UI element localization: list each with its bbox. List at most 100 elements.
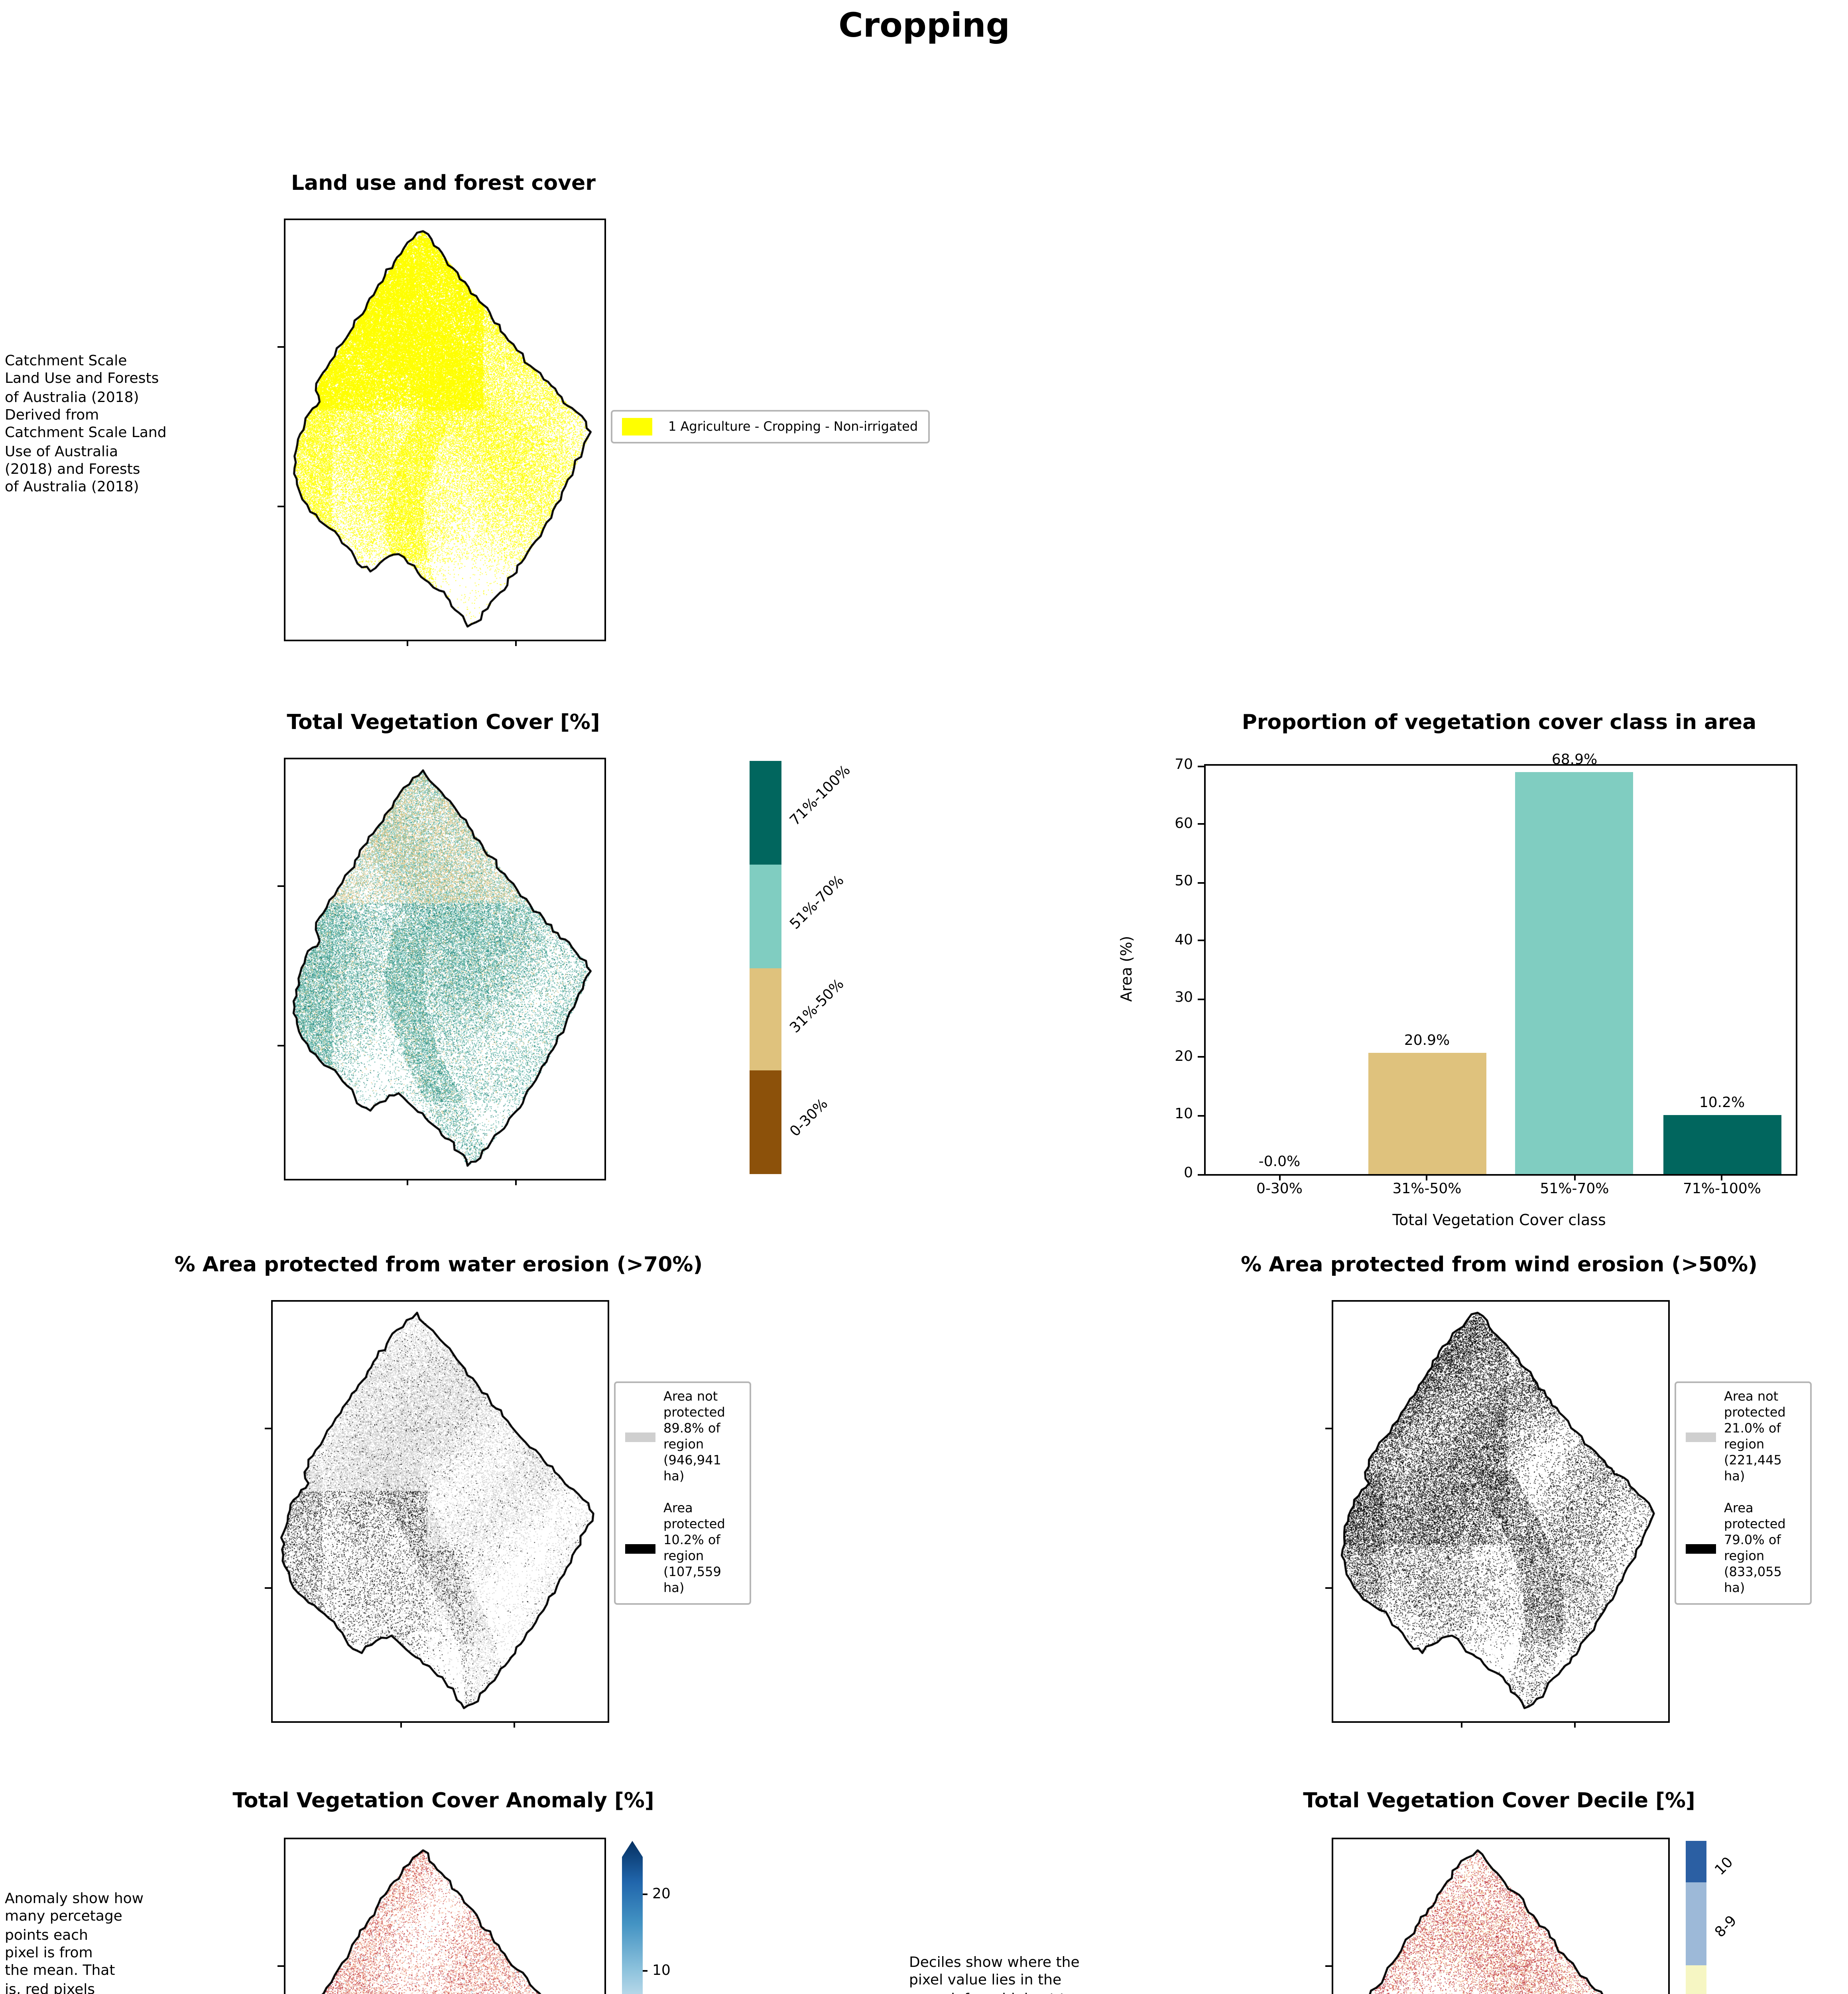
chart-ylabel: Area (%) [1119, 935, 1136, 1001]
legend-label: Area not protected 21.0% of region (221,… [1724, 1389, 1786, 1484]
axis-tick [265, 1587, 271, 1589]
axis-tick [407, 640, 408, 646]
y-tick-mark [1198, 881, 1204, 883]
wind-erosion-map-canvas [1333, 1302, 1668, 1721]
anomaly-map-canvas [285, 1839, 604, 1994]
veg-cover-title: Total Vegetation Cover [%] [287, 711, 600, 735]
colorbar-segment [750, 967, 781, 1071]
y-tick-label: 10 [1175, 1107, 1193, 1124]
decile-title: Total Vegetation Cover Decile [%] [1303, 1790, 1695, 1814]
colorbar-label: 0-30% [788, 1096, 832, 1140]
axis-tick [1460, 1721, 1462, 1728]
wind-erosion-title: % Area protected from wind erosion (>50%… [1241, 1254, 1757, 1278]
water-erosion-legend: Area not protected 89.8% of region (946,… [614, 1381, 751, 1605]
veg-cover-colorbar: 71%-100% 51%-70% 31%-50% 0-30% [750, 761, 854, 1174]
legend-swatch [1686, 1432, 1716, 1442]
x-tick-mark [1574, 1174, 1575, 1180]
x-tick-label: 31%-50% [1392, 1182, 1462, 1198]
y-tick-label: 70 [1175, 758, 1193, 774]
anomaly-map [277, 1838, 606, 1994]
anomaly-title: Total Vegetation Cover Anomaly [%] [232, 1790, 654, 1814]
colorbar-segment [750, 864, 781, 967]
axis-tick [1574, 1721, 1576, 1728]
land-use-map-canvas [285, 220, 604, 640]
axis-tick [265, 1427, 271, 1429]
axis-tick [277, 1044, 284, 1046]
legend-swatch [1686, 1544, 1716, 1554]
y-tick-label: 40 [1175, 932, 1193, 949]
anomaly-colorbar-gradient [622, 1841, 643, 1994]
y-tick-mark [1198, 1173, 1204, 1175]
colorbar-segment [750, 1071, 781, 1174]
x-tick-label: 71%-100% [1683, 1182, 1761, 1198]
colorbar-tick-mark [643, 1894, 647, 1896]
x-tick-mark [1426, 1174, 1428, 1180]
colorbar-segment [1686, 1841, 1706, 1882]
chart-title: Proportion of vegetation cover class in … [1242, 711, 1757, 735]
y-tick-mark [1198, 940, 1204, 942]
axis-tick [277, 505, 284, 507]
legend-swatch [625, 1544, 655, 1554]
land-use-caption: Catchment Scale Land Use and Forests of … [5, 354, 167, 497]
axis-tick [1325, 1965, 1332, 1967]
veg-cover-map-canvas [285, 759, 604, 1179]
x-tick-label: 51%-70% [1540, 1182, 1609, 1198]
legend-swatch [622, 418, 652, 435]
y-tick-label: 30 [1175, 991, 1193, 1007]
legend-item: Area protected 79.0% of region (833,055 … [1686, 1501, 1801, 1597]
decile-colorbar: 108-94-72-31 [1686, 1841, 1741, 1994]
decile-map-canvas [1333, 1839, 1668, 1994]
y-tick-mark [1198, 998, 1204, 1000]
colorbar-tick-label: 10 [652, 1963, 671, 1979]
colorbar-label: 10 [1713, 1855, 1737, 1880]
colorbar-segment [1686, 1964, 1706, 1994]
veg-cover-map [277, 758, 606, 1185]
land-use-legend: 1 Agriculture - Cropping - Non-irrigated [611, 410, 929, 443]
bar [1368, 1052, 1486, 1174]
legend-label: Area protected 10.2% of region (107,559 … [663, 1501, 725, 1595]
decile-map [1325, 1838, 1670, 1994]
legend-item: Area protected 10.2% of region (107,559 … [625, 1501, 740, 1597]
axis-tick [514, 1721, 516, 1728]
land-use-map [277, 219, 606, 646]
water-erosion-map [265, 1300, 609, 1728]
wind-erosion-legend: Area not protected 21.0% of region (221,… [1675, 1381, 1812, 1605]
axis-tick [1325, 1427, 1332, 1429]
y-tick-label: 50 [1175, 874, 1193, 891]
y-tick-label: 60 [1175, 816, 1193, 832]
y-tick-mark [1198, 1056, 1204, 1058]
colorbar-tick-mark [643, 1970, 647, 1972]
bar-chart-plot: 0 10 20 30 40 50 60 70 -0.0% 0-30% 20.9% 31%-50% 68.… [1175, 753, 1797, 1198]
y-tick-label: 0 [1184, 1166, 1193, 1182]
axis-tick [277, 885, 284, 887]
legend-label: Area protected 79.0% of region (833,055 … [1724, 1501, 1786, 1595]
y-tick-mark [1198, 765, 1204, 766]
bar-value-label: 10.2% [1699, 1095, 1745, 1111]
bar [1663, 1114, 1781, 1174]
y-tick-mark [1198, 1115, 1204, 1117]
axis-tick [400, 1721, 402, 1728]
colorbar-label: 71%-100% [788, 763, 854, 830]
colorbar-label: 51%-70% [788, 873, 848, 934]
y-tick-mark [1198, 823, 1204, 825]
axis-tick [277, 1965, 284, 1967]
legend-swatch [625, 1432, 655, 1442]
axis-tick [515, 1179, 517, 1185]
water-erosion-title: % Area protected from water erosion (>70… [174, 1254, 703, 1278]
legend-item: Area not protected 21.0% of region (221,… [1686, 1389, 1801, 1485]
axis-tick [1325, 1587, 1332, 1589]
axis-tick [277, 346, 284, 348]
anomaly-caption: Anomaly show how many percetage points e… [5, 1892, 144, 1994]
colorbar-segment [1686, 1882, 1706, 1965]
colorbar-label: 8-9 [1713, 1913, 1741, 1941]
bar-value-label: 68.9% [1551, 753, 1598, 769]
water-erosion-map-canvas [273, 1302, 608, 1721]
colorbar-segment [750, 761, 781, 864]
axis-tick [515, 640, 517, 646]
colorbar-label: 31%-50% [788, 977, 848, 1037]
legend-label: Area not protected 89.8% of region (946,… [663, 1389, 725, 1484]
axis-tick [407, 1179, 408, 1185]
chart-xlabel: Total Vegetation Cover class [1392, 1212, 1606, 1230]
x-tick-mark [1279, 1174, 1280, 1180]
